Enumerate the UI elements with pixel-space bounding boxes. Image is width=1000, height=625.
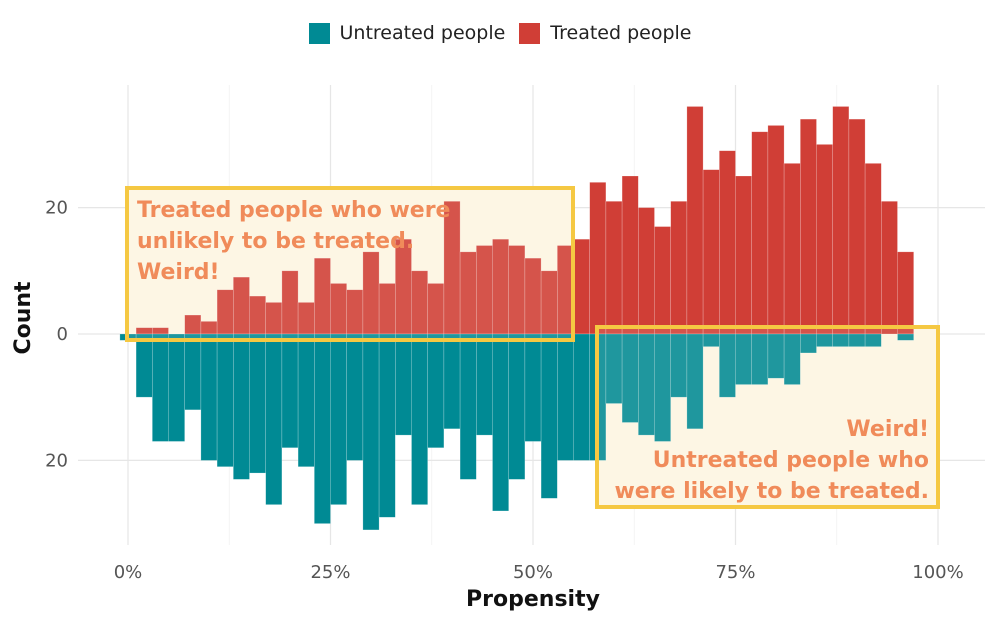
treated-bar <box>589 182 607 335</box>
treated-bar <box>670 200 688 335</box>
annotation-box-untreated-likely <box>595 325 940 509</box>
untreated-bar <box>508 333 526 480</box>
treated-bar <box>864 163 882 335</box>
untreated-bar <box>297 333 315 468</box>
x-tick-label: 50% <box>513 562 553 583</box>
annotation-overlays <box>125 186 940 509</box>
untreated-bar <box>184 333 202 411</box>
treated-bar <box>799 118 817 335</box>
untreated-bar <box>168 333 186 442</box>
untreated-bar <box>135 333 153 398</box>
treated-bar <box>718 150 736 335</box>
legend-label-untreated: Untreated people <box>339 22 506 44</box>
treated-bar <box>654 226 672 335</box>
untreated-bar <box>200 333 218 461</box>
treated-bar <box>816 144 834 335</box>
untreated-bar <box>378 333 396 518</box>
annotation-texts: Treated people who were unlikely to be tr… <box>137 198 929 504</box>
treated-bar <box>767 125 785 335</box>
untreated-bar <box>427 333 445 449</box>
untreated-bar <box>556 333 574 461</box>
x-tick-label: 75% <box>715 562 755 583</box>
treated-bar <box>897 251 915 335</box>
untreated-bar <box>443 333 461 430</box>
bars <box>119 106 915 531</box>
untreated-bar <box>249 333 267 474</box>
untreated-bar <box>330 333 348 505</box>
untreated-bar <box>459 333 477 480</box>
x-tick-label: 100% <box>912 562 963 583</box>
untreated-bar <box>492 333 510 512</box>
treated-bar <box>702 169 720 335</box>
treated-bar <box>880 200 898 335</box>
untreated-bar <box>783 333 801 385</box>
tick-labels: 0% 25% 50% 75% 100% 20 0 20 <box>45 198 964 583</box>
x-tick-label: 0% <box>114 562 143 583</box>
annotation-treated-unlikely-line: Weird! <box>137 260 220 285</box>
x-tick-label: 25% <box>310 562 350 583</box>
untreated-bar <box>411 333 429 505</box>
annotation-treated-unlikely-line: Treated people who were <box>137 198 450 223</box>
untreated-bar <box>686 333 704 430</box>
annotation-untreated-likely-line: Untreated people who <box>653 448 929 473</box>
untreated-bar <box>281 333 299 449</box>
untreated-bar <box>573 333 591 461</box>
untreated-bar <box>475 333 493 436</box>
y-tick-label: 20 <box>45 450 68 471</box>
legend-item-untreated: Untreated people <box>308 22 506 44</box>
treated-bar <box>783 163 801 335</box>
treated-bar <box>848 118 866 335</box>
untreated-bar <box>394 333 412 436</box>
untreated-bar <box>346 333 364 461</box>
untreated-bar <box>540 333 558 499</box>
legend-item-treated: Treated people <box>519 22 691 44</box>
untreated-bar <box>216 333 234 468</box>
annotation-treated-unlikely-line: unlikely to be treated. <box>137 229 414 254</box>
legend-swatch-untreated <box>308 22 330 44</box>
treated-bar <box>735 175 753 335</box>
untreated-bar <box>233 333 250 480</box>
untreated-bar <box>362 333 380 531</box>
untreated-bar <box>864 333 882 347</box>
legend-label-treated: Treated people <box>550 22 692 44</box>
x-axis-title: Propensity <box>466 587 600 612</box>
treated-bar <box>621 175 639 335</box>
untreated-bar <box>152 333 169 442</box>
treated-bar <box>832 106 850 335</box>
treated-bar <box>751 131 769 335</box>
treated-bar <box>637 207 655 335</box>
treated-bar <box>686 106 704 335</box>
treated-bar <box>573 238 591 335</box>
untreated-bar <box>313 333 331 524</box>
annotation-untreated-likely-line: were likely to be treated. <box>614 479 929 504</box>
y-axis-title: Count <box>11 281 36 355</box>
legend: Untreated people Treated people <box>0 22 1000 44</box>
annotation-box-treated-unlikely <box>125 186 575 342</box>
annotation-untreated-likely-line: Weird! <box>846 417 929 442</box>
y-tick-label: 20 <box>45 198 68 219</box>
legend-swatch-treated <box>519 22 541 44</box>
untreated-bar <box>524 333 542 442</box>
treated-bar <box>605 200 623 335</box>
untreated-bar <box>265 333 283 505</box>
y-tick-label: 0 <box>57 324 68 345</box>
untreated-bar <box>897 333 915 341</box>
